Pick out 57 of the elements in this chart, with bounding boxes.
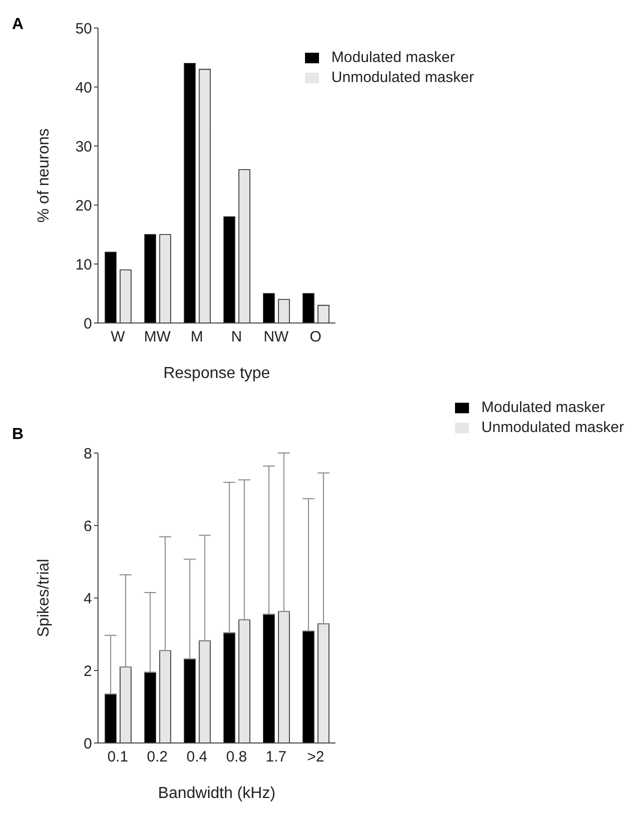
legend-label: Unmodulated masker [331,69,474,86]
x-tick-label: 0.8 [226,748,247,766]
chart-title: A [12,16,24,34]
bar [104,252,117,323]
bar [278,299,290,323]
legend-label: Unmodulated masker [481,419,624,436]
bar [120,666,132,743]
x-tick-label: 0.4 [186,748,208,766]
bar [198,640,211,743]
x-tick-label: N [231,328,242,346]
bar [263,293,275,323]
x-tick-label: 0.1 [107,748,128,766]
y-tick-label: 0 [84,315,92,332]
x-tick-label: 0.2 [146,748,168,766]
bar [318,623,330,743]
y-tick-label: 2 [84,662,92,680]
y-tick-label: 8 [84,445,92,462]
x-axis-title: Response type [163,365,270,382]
bar [198,68,211,323]
x-axis-title: Bandwidth (kHz) [158,785,276,802]
y-tick-label: 0 [84,735,92,752]
bar [159,650,172,743]
bar [238,169,250,323]
y-axis-title: Spikes/trial [36,558,53,638]
bar [278,611,290,743]
x-tick-label: M [190,328,204,346]
x-tick-label: W [110,328,126,346]
bar [223,632,236,743]
bar [184,658,196,743]
x-tick-label: >2 [307,748,324,766]
y-tick-label: 20 [75,197,92,214]
bar [238,619,250,743]
legend-label: Modulated masker [331,49,455,66]
x-tick-label: O [310,328,322,346]
y-tick-label: 50 [75,20,92,38]
bar [223,216,236,323]
bar [144,672,156,743]
bar [302,630,314,743]
x-tick-label: MW [144,328,172,346]
y-tick-label: 30 [75,138,92,156]
y-tick-label: 40 [75,79,92,96]
chart-title: B [12,426,24,444]
bar [184,63,196,323]
bar [144,234,156,323]
y-tick-label: 6 [84,518,92,535]
y-tick-label: 10 [75,256,92,274]
x-tick-label: 1.7 [266,748,286,766]
legend-label: Modulated masker [481,399,605,416]
bar [263,614,275,743]
x-tick-label: NW [264,328,290,346]
y-tick-label: 4 [84,590,92,608]
bar [104,694,117,743]
bar [120,270,132,323]
bar [302,293,314,323]
y-axis-title: % of neurons [36,128,53,223]
bar [318,304,330,323]
bar [159,234,172,323]
